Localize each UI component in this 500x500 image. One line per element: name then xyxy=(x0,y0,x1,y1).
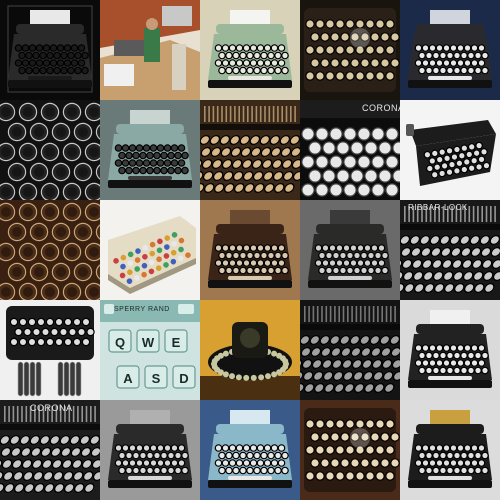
typewriter-photo xyxy=(100,400,200,500)
typewriter-photo xyxy=(0,200,100,300)
typewriter-photo xyxy=(400,400,500,500)
typewriter-photo-tile xyxy=(300,400,400,500)
typewriter-photo xyxy=(0,300,100,400)
typewriter-photo-tile xyxy=(200,200,300,300)
typewriter-photo xyxy=(300,400,400,500)
typewriter-photo-tile xyxy=(0,300,100,400)
typewriter-photo-tile xyxy=(0,0,100,100)
typewriter-photo xyxy=(200,0,300,100)
typewriter-photo-tile xyxy=(100,400,200,500)
key-letter: Q xyxy=(115,335,125,350)
typewriter-photo-tile xyxy=(300,300,400,400)
typewriter-photo-tile xyxy=(200,100,300,200)
typewriter-photo-tile: CORONA xyxy=(0,400,100,500)
typewriter-photo xyxy=(300,300,400,400)
typewriter-photo xyxy=(300,100,400,200)
typewriter-photo xyxy=(400,100,500,200)
typewriter-photo-tile: CORONA xyxy=(300,100,400,200)
typewriter-photo-tile xyxy=(300,200,400,300)
typewriter-photo-tile xyxy=(100,200,200,300)
typewriter-photo xyxy=(400,300,500,400)
typewriter-photo-tile xyxy=(0,100,100,200)
typewriter-photo xyxy=(0,0,100,100)
typewriter-photo xyxy=(100,200,200,300)
typewriter-photo-tile xyxy=(100,0,200,100)
typewriter-photo-tile xyxy=(400,0,500,100)
key-letter: S xyxy=(152,371,161,386)
typewriter-photo xyxy=(100,100,200,200)
typewriter-photo xyxy=(200,200,300,300)
typewriter-photo xyxy=(400,200,500,300)
typewriter-photo-tile xyxy=(0,200,100,300)
typewriter-photo-tile xyxy=(200,0,300,100)
typewriter-photo xyxy=(0,400,100,500)
typewriter-photo-tile xyxy=(300,0,400,100)
typewriter-photo-tile xyxy=(200,300,300,400)
typewriter-photo-tile xyxy=(400,300,500,400)
typewriter-photo xyxy=(400,0,500,100)
typewriter-photo xyxy=(300,0,400,100)
typewriter-photo xyxy=(0,100,100,200)
typewriter-photo xyxy=(200,100,300,200)
typewriter-photo xyxy=(100,0,200,100)
typewriter-photo-tile xyxy=(400,100,500,200)
typewriter-photo xyxy=(200,300,300,400)
typewriter-photo-tile: RIBBAR-LOCK xyxy=(400,200,500,300)
key-letter: E xyxy=(172,335,181,350)
typewriter-photo: Q W E A S D xyxy=(100,300,200,400)
typewriter-photo xyxy=(200,400,300,500)
key-letter: D xyxy=(179,371,188,386)
typewriter-photo-tile xyxy=(400,400,500,500)
key-letter: W xyxy=(142,335,155,350)
key-letter: A xyxy=(123,371,133,386)
typewriter-photo xyxy=(300,200,400,300)
typewriter-photo-tile xyxy=(200,400,300,500)
typewriter-photo-tile: Q W E A S D SPERRY RAND xyxy=(100,300,200,400)
typewriter-photo-tile xyxy=(100,100,200,200)
